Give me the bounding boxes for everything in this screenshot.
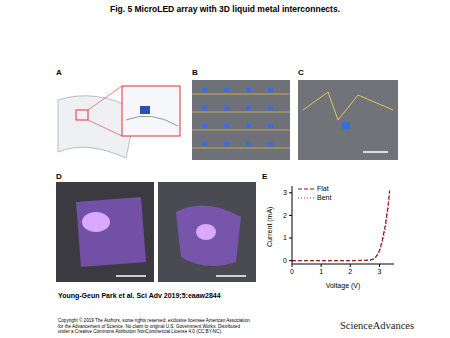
html-text:for the Advancement of Science: for the Advancement of Science. No claim… xyxy=(58,323,240,329)
html-text:Bent: Bent xyxy=(317,194,332,201)
svg-text:1: 1 xyxy=(283,234,287,241)
svg-text:2: 2 xyxy=(348,268,352,275)
svg-text:0: 0 xyxy=(283,257,287,264)
html-text:Flat: Flat xyxy=(317,185,329,192)
html-text:A: A xyxy=(56,68,62,77)
svg-text:2: 2 xyxy=(283,212,287,219)
svg-text:Voltage (V): Voltage (V) xyxy=(326,282,361,290)
html-text:under a Creative Commons Attri: under a Creative Commons Attribution Non… xyxy=(58,329,223,335)
svg-text:1: 1 xyxy=(319,268,323,275)
svg-text:0: 0 xyxy=(290,268,294,275)
html-text:ScienceAdvances: ScienceAdvances xyxy=(340,320,415,331)
html-text:B: B xyxy=(192,68,198,77)
svg-text:3: 3 xyxy=(377,268,381,275)
html-text:E: E xyxy=(262,172,268,181)
svg-text:3: 3 xyxy=(283,189,287,196)
html-text:C: C xyxy=(298,68,304,77)
html-text:Young-Geun Park et al. Sci Adv: Young-Geun Park et al. Sci Adv 2019;5:ea… xyxy=(58,292,221,299)
html-text:Copyright © 2019 The Authors,: Copyright © 2019 The Authors, some right… xyxy=(58,318,250,323)
html-text:Fig. 5 MicroLED array with 3D: Fig. 5 MicroLED array with 3D liquid met… xyxy=(110,4,340,14)
svg-text:Current (mA): Current (mA) xyxy=(266,207,274,247)
html-text:D: D xyxy=(56,172,62,181)
